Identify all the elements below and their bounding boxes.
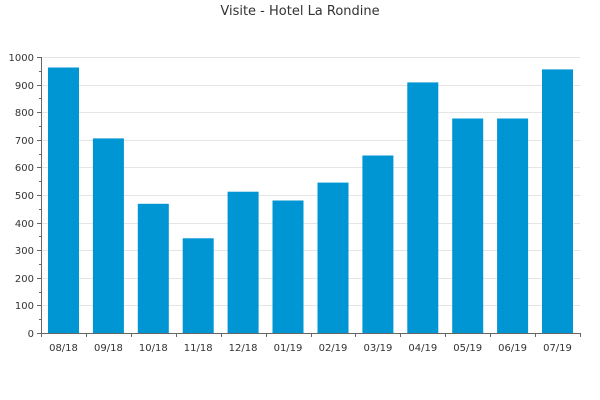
x-tick-label: 07/19	[543, 343, 572, 354]
bar	[497, 118, 529, 333]
bar	[92, 138, 124, 333]
y-tick-label: 600	[15, 163, 34, 174]
bar	[48, 67, 79, 333]
y-tick-label: 500	[15, 191, 34, 202]
bar	[452, 118, 484, 333]
y-tick-label: 700	[15, 136, 34, 147]
x-tick-label: 11/18	[184, 343, 213, 354]
bar	[317, 182, 349, 333]
y-tick-label: 200	[15, 274, 34, 285]
x-tick-label: 05/19	[453, 343, 482, 354]
y-tick-label: 100	[15, 301, 34, 312]
bar	[272, 200, 304, 333]
bar	[137, 203, 169, 333]
x-tick-label: 09/18	[94, 343, 123, 354]
y-tick-label: 300	[15, 246, 34, 257]
y-tick-label: 1000	[9, 53, 34, 64]
chart-title: Visite - Hotel La Rondine	[220, 4, 380, 19]
x-tick-label: 02/19	[319, 343, 348, 354]
bar	[407, 82, 439, 334]
x-tick-label: 03/19	[363, 343, 392, 354]
y-tick-label: 800	[15, 108, 34, 119]
x-tick-label: 01/19	[274, 343, 303, 354]
bar	[182, 238, 214, 333]
x-tick-label: 10/18	[139, 343, 168, 354]
x-tick-label: 06/19	[498, 343, 527, 354]
x-tick-label: 04/19	[408, 343, 437, 354]
y-tick-label: 900	[15, 81, 34, 92]
y-tick-label: 0	[28, 329, 34, 340]
x-tick-label: 12/18	[229, 343, 258, 354]
bar	[542, 69, 573, 334]
x-tick-label: 08/18	[49, 343, 78, 354]
bar	[227, 191, 259, 333]
y-tick-label: 400	[15, 219, 34, 230]
bar	[362, 155, 394, 333]
